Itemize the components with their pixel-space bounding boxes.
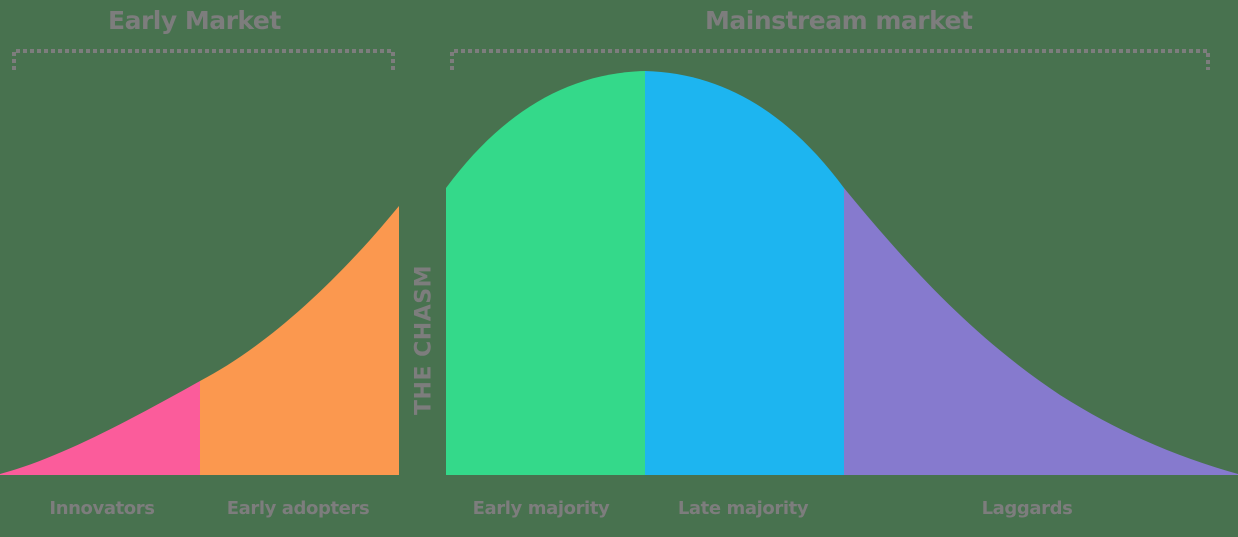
early-market-bracket <box>12 49 395 70</box>
label-early-adopters: Early adopters <box>226 498 370 519</box>
segment-early-adopters <box>200 206 399 475</box>
label-innovators: Innovators <box>49 498 155 519</box>
segment-early-majority <box>446 71 645 475</box>
label-laggards: Laggards <box>981 498 1073 519</box>
label-early-majority: Early majority <box>472 498 610 519</box>
segment-innovators <box>0 381 200 475</box>
mainstream-market-title: Mainstream market <box>705 6 973 35</box>
chasm-label: THE CHASM <box>411 265 437 415</box>
mainstream-market-bracket <box>450 49 1210 70</box>
early-market-title: Early Market <box>108 6 281 35</box>
label-late-majority: Late majority <box>677 498 809 519</box>
segment-late-majority <box>645 71 844 475</box>
segment-laggards <box>844 188 1238 475</box>
